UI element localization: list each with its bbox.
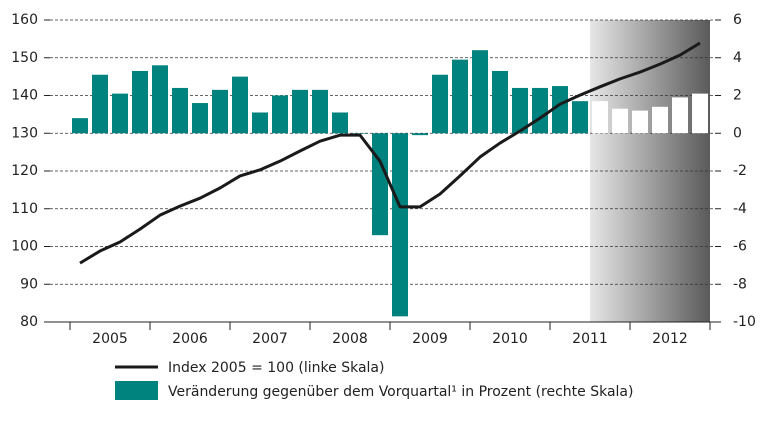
x-tick-label: 2009	[412, 331, 448, 347]
bar	[272, 95, 288, 134]
bar	[672, 97, 688, 134]
bar	[612, 108, 628, 134]
x-tick-label: 2011	[572, 331, 608, 347]
y2-tick-label: -10	[733, 314, 756, 330]
y2-tick-label: -2	[733, 163, 747, 179]
bar	[192, 103, 208, 134]
bar	[432, 74, 448, 134]
bar	[692, 93, 708, 134]
y-tick-label: 100	[11, 239, 38, 255]
bar	[92, 74, 108, 134]
bar	[352, 133, 368, 134]
bar	[392, 133, 408, 317]
y2-tick-label: -4	[733, 201, 747, 217]
bar	[512, 87, 528, 134]
bar	[372, 133, 388, 236]
y2-tick-label: 6	[733, 12, 742, 28]
legend: Index 2005 = 100 (linke Skala) Veränderu…	[115, 360, 633, 400]
legend-swatch	[115, 381, 158, 400]
bar	[212, 89, 228, 134]
bar	[292, 89, 308, 134]
bar	[412, 133, 428, 136]
legend-label: Index 2005 = 100 (linke Skala)	[168, 360, 384, 376]
y-tick-label: 110	[11, 201, 38, 217]
bar	[72, 118, 88, 134]
y2-tick-label: -8	[733, 276, 747, 292]
bar	[552, 86, 568, 134]
y-tick-label: 150	[11, 50, 38, 66]
y-tick-label: 160	[11, 12, 38, 28]
y-tick-label: 130	[11, 125, 38, 141]
bar	[312, 89, 328, 134]
x-tick-label: 2007	[252, 331, 288, 347]
bar	[232, 76, 248, 134]
x-tick-label: 2006	[172, 331, 208, 347]
y2-tick-label: 0	[733, 125, 742, 141]
bar	[132, 70, 148, 134]
y-tick-label: 80	[20, 314, 38, 330]
y-tick-label: 90	[20, 276, 38, 292]
x-tick-label: 2005	[92, 331, 128, 347]
bar	[532, 87, 548, 134]
index-line	[79, 41, 701, 265]
x-tick-label: 2008	[332, 331, 368, 347]
bar	[652, 106, 668, 134]
bar	[332, 112, 348, 134]
bar	[472, 50, 488, 134]
bar	[592, 101, 608, 134]
y2-tick-label: 4	[733, 50, 742, 66]
x-tick-label: 2010	[492, 331, 528, 347]
y-tick-label: 120	[11, 163, 38, 179]
bar	[252, 112, 268, 134]
bar	[172, 87, 188, 134]
bar	[632, 110, 648, 134]
bar	[112, 93, 128, 134]
bar	[152, 65, 168, 134]
bar	[452, 59, 468, 134]
y2-tick-label: 2	[733, 88, 742, 104]
legend-label: Veränderung gegenüber dem Vorquartal¹ in…	[168, 384, 633, 400]
bar	[492, 70, 508, 134]
x-tick-label: 2012	[652, 331, 688, 347]
y-tick-label: 140	[11, 88, 38, 104]
bar	[572, 101, 588, 134]
y2-tick-label: -6	[733, 239, 747, 255]
